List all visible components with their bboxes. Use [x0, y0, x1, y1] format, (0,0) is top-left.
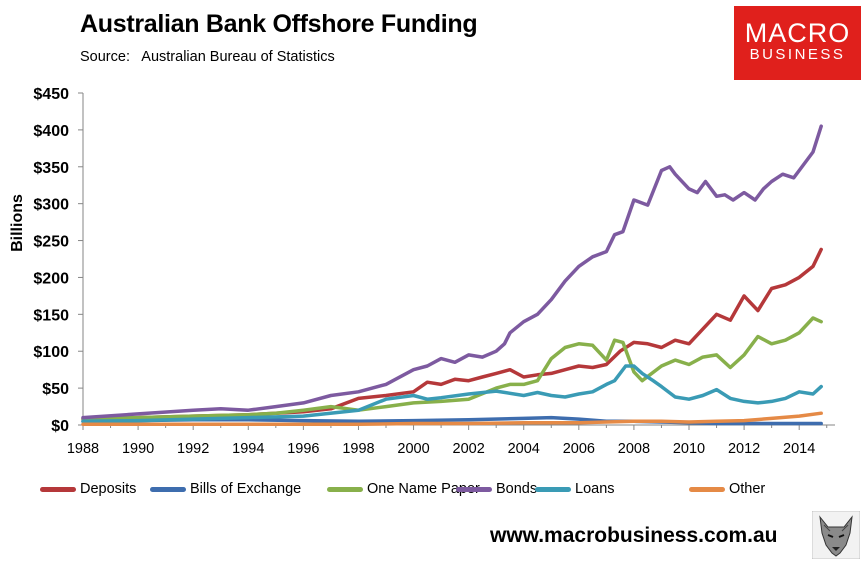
legend-label: Other [729, 481, 766, 497]
x-tick-label: 2000 [397, 441, 429, 457]
y-tick-label: $250 [33, 234, 69, 251]
y-tick-label: $400 [33, 123, 69, 140]
x-tick-label: 2008 [618, 441, 650, 457]
legend-item-loans: Loans [535, 480, 615, 498]
y-tick-label: $100 [33, 344, 69, 361]
x-tick-label: 1994 [232, 441, 264, 457]
y-tick-label: $0 [51, 418, 69, 435]
legend-swatch [150, 486, 186, 492]
legend-swatch [689, 486, 725, 492]
series-line-other [81, 411, 823, 427]
series-line-deposits [81, 247, 823, 421]
y-tick-label: $300 [33, 197, 69, 214]
x-tick-label: 2002 [453, 441, 485, 457]
x-tick-label: 2014 [783, 441, 815, 457]
line-chart: $0 $50 $100 $150 $200 $250 $300 $350 $400 $450 198… [9, 86, 835, 457]
x-tick-label: 1998 [342, 441, 374, 457]
legend-item-other: Other [689, 480, 765, 498]
chart-axes: $0 $50 $100 $150 $200 $250 $300 $350 $400 $450 198… [33, 86, 835, 457]
series-line-loans [81, 364, 823, 424]
x-tick-label: 1990 [122, 441, 154, 457]
source-label: Source: [80, 49, 130, 65]
macrobusiness-logo: MACRO BUSINESS [734, 6, 861, 80]
website-url: www.macrobusiness.com.au [490, 524, 778, 547]
legend-label: Bonds [496, 481, 538, 497]
x-tick-label: 2012 [728, 441, 760, 457]
legend-item-one-name-paper: One Name Paper [327, 480, 480, 498]
logo-line2: BUSINESS [749, 46, 846, 63]
wolf-mascot-icon [812, 511, 860, 559]
legend-item-bills-of-exchange: Bills of Exchange [150, 480, 301, 498]
legend-item-bonds: Bonds [456, 480, 537, 498]
y-tick-label: $350 [33, 160, 69, 177]
x-tick-label: 1992 [177, 441, 209, 457]
y-tick-label: $150 [33, 307, 69, 324]
x-tick-label: 2010 [673, 441, 705, 457]
chart-title: Australian Bank Offshore Funding [80, 10, 478, 38]
x-tick-label: 2006 [563, 441, 595, 457]
x-tick-label: 2004 [508, 441, 540, 457]
series-line-bills-of-exchange [81, 415, 823, 426]
y-axis-title: Billions [9, 194, 26, 252]
y-tick-label: $450 [33, 86, 69, 103]
legend-swatch [40, 486, 76, 492]
legend-label: Loans [575, 481, 615, 497]
chart-series [81, 124, 823, 427]
legend-swatch [535, 486, 571, 492]
legend-swatch [327, 486, 363, 492]
series-line-one-name-paper [81, 316, 823, 421]
x-tick-label: 1996 [287, 441, 319, 457]
legend-label: Bills of Exchange [190, 481, 302, 497]
logo-line1: MACRO [744, 18, 851, 48]
source-line: Source: Australian Bureau of Statistics [80, 49, 335, 65]
source-text: Australian Bureau of Statistics [141, 49, 335, 65]
x-tick-label: 1988 [67, 441, 99, 457]
y-tick-label: $200 [33, 270, 69, 287]
legend-label: Deposits [80, 481, 137, 497]
series-line-bonds [81, 124, 823, 420]
y-tick-label: $50 [42, 381, 69, 398]
legend-label: One Name Paper [367, 481, 480, 497]
legend-item-deposits: Deposits [40, 480, 136, 498]
legend-swatch [456, 486, 492, 492]
